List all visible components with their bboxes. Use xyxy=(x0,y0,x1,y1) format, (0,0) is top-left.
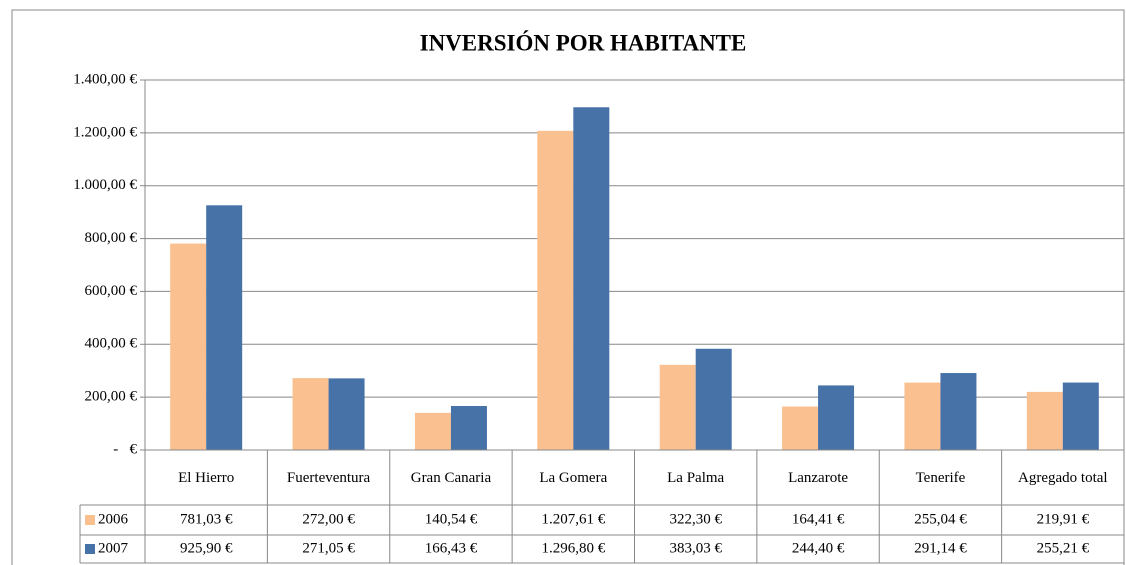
x-category-cell: La Palma xyxy=(667,469,725,486)
y-tick-label: 600,00 € xyxy=(85,283,138,299)
bar xyxy=(328,378,365,450)
x-category-cell: Tenerife xyxy=(915,469,966,486)
table-value: 140,54 € xyxy=(425,511,478,527)
table-value: 271,05 € xyxy=(302,540,355,556)
x-tick-label: La Gomera xyxy=(539,469,608,486)
table-value: 244,40 € xyxy=(792,540,845,556)
bar xyxy=(170,243,207,450)
y-tick-label: - € xyxy=(113,441,137,457)
x-category-cell: Gran Canaria xyxy=(410,469,492,486)
bar xyxy=(1062,382,1099,450)
table-value: 291,14 € xyxy=(914,540,967,556)
x-category-cell: Fuerteventura xyxy=(286,469,371,486)
bar xyxy=(659,364,696,450)
bar xyxy=(818,385,855,450)
legend-label: 2006 xyxy=(98,511,129,527)
bar xyxy=(537,130,574,450)
legend-swatch xyxy=(85,544,95,554)
table-value: 166,43 € xyxy=(425,540,478,556)
table-value: 781,03 € xyxy=(180,511,233,527)
x-category-cell: Agregado total xyxy=(1018,469,1108,486)
x-tick-label: Lanzarote xyxy=(788,469,849,486)
y-tick-label: 800,00 € xyxy=(85,230,138,246)
table-value: 255,04 € xyxy=(914,511,967,527)
x-tick-label: Gran Canaria xyxy=(410,469,492,486)
y-tick-label: 1.400,00 € xyxy=(73,71,137,87)
legend-swatch xyxy=(85,515,95,525)
bar xyxy=(206,205,243,450)
bar xyxy=(414,412,451,450)
x-tick-label: Agregado total xyxy=(1018,469,1108,486)
table-value: 164,41 € xyxy=(792,511,845,527)
table-value: 255,21 € xyxy=(1037,540,1090,556)
bar xyxy=(292,378,329,450)
table-value: 1.207,61 € xyxy=(541,511,605,527)
x-tick-label: La Palma xyxy=(667,469,725,486)
table-value: 272,00 € xyxy=(302,511,355,527)
x-category-cell: La Gomera xyxy=(539,469,608,486)
table-value: 383,03 € xyxy=(669,540,722,556)
bar xyxy=(904,382,941,450)
y-tick-label: 1.000,00 € xyxy=(73,177,137,193)
chart-title: INVERSIÓN POR HABITANTE xyxy=(420,29,747,55)
bar xyxy=(1026,391,1063,450)
y-tick-label: 1.200,00 € xyxy=(73,124,137,140)
y-tick-label: 400,00 € xyxy=(85,336,138,352)
bar xyxy=(695,348,732,450)
table-value: 1.296,80 € xyxy=(541,540,605,556)
x-tick-label: Fuerteventura xyxy=(286,469,371,486)
y-tick-label: 200,00 € xyxy=(85,389,138,405)
x-tick-label: Tenerife xyxy=(915,469,966,486)
bar xyxy=(450,406,487,450)
table-value: 219,91 € xyxy=(1037,511,1090,527)
bar xyxy=(940,373,977,450)
table-value: 322,30 € xyxy=(669,511,722,527)
table-value: 925,90 € xyxy=(180,540,233,556)
x-category-cell: El Hierro xyxy=(178,469,235,486)
bar xyxy=(782,406,819,450)
x-tick-label: El Hierro xyxy=(178,469,235,486)
x-category-cell: Lanzarote xyxy=(788,469,849,486)
bar xyxy=(573,107,610,450)
legend-label: 2007 xyxy=(98,540,129,556)
